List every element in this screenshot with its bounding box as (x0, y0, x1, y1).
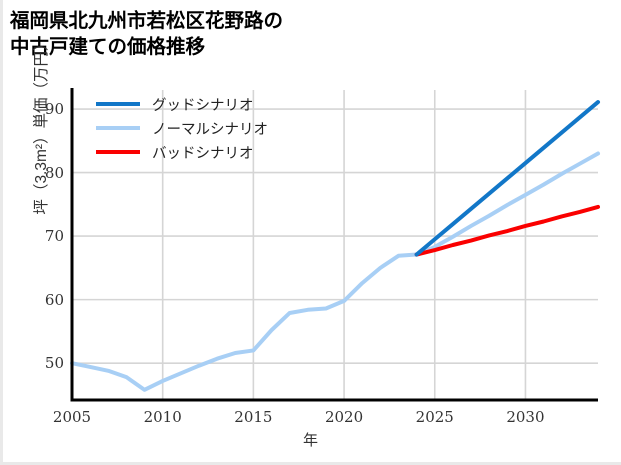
y-axis-label: 坪（3.3m²）単価（万円） (33, 35, 50, 215)
legend-label-bad: バッドシナリオ (152, 145, 254, 162)
legend-item-good[interactable]: グッドシナリオ (96, 92, 316, 116)
x-axis-tick-label: 2005 (52, 408, 92, 426)
y-axis-tick-label: 90 (44, 100, 64, 119)
axis-lines (70, 88, 598, 402)
page-left-border (0, 0, 3, 465)
legend-item-bad[interactable]: バッドシナリオ (96, 140, 316, 164)
x-axis-tick-label: 2030 (506, 408, 545, 426)
legend-swatch-bad-icon (96, 150, 140, 154)
plot-area (70, 88, 600, 402)
series-line-normal (70, 151, 600, 392)
legend-item-normal[interactable]: ノーマルシナリオ (96, 116, 316, 140)
legend-label-good: グッドシナリオ (152, 97, 254, 114)
x-axis-tick-label: 2010 (143, 408, 182, 426)
page-title: 福岡県北九州市若松区花野路の 中古戸建ての価格推移 (10, 10, 284, 58)
x-axis-tick-label: 2015 (234, 408, 273, 426)
x-axis-tick-label: 2020 (324, 408, 364, 426)
y-axis-tick-label: 70 (44, 227, 64, 246)
x-axis-label: 年 (302, 432, 318, 449)
y-axis-tick-label: 80 (44, 163, 64, 182)
x-axis-tick-label: 2025 (415, 408, 454, 426)
series-line-good (414, 100, 600, 257)
legend-swatch-good-icon (96, 102, 140, 106)
series-lines (70, 100, 600, 392)
legend-label-normal: ノーマルシナリオ (152, 121, 268, 138)
page-bottom-border (0, 462, 621, 465)
legend: グッドシナリオ ノーマルシナリオ バッドシナリオ (96, 92, 316, 164)
y-axis-tick-label: 50 (44, 354, 64, 373)
series-line-bad (414, 204, 600, 257)
y-axis-tick-label: 60 (44, 290, 64, 309)
legend-swatch-normal-icon (96, 126, 140, 130)
plot-svg (70, 88, 600, 402)
